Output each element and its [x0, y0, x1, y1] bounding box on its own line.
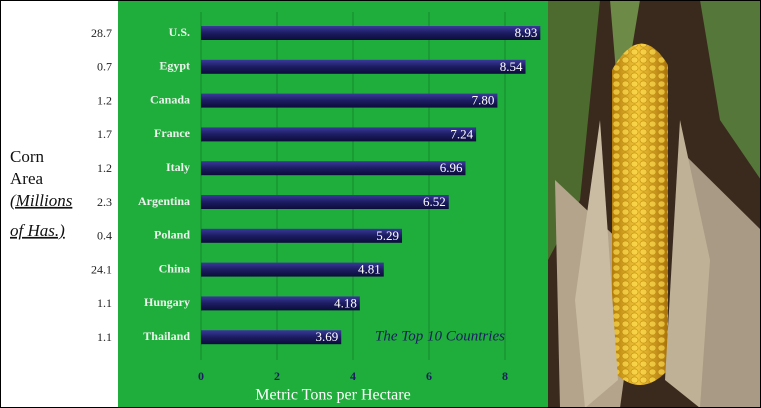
side-value: 1.2 [97, 161, 112, 175]
bar [201, 26, 541, 40]
value-label: 6.96 [440, 160, 463, 175]
bar [201, 93, 498, 108]
x-tick-label: 4 [350, 369, 356, 383]
side-label: (Millions [10, 191, 73, 210]
side-value: 1.1 [97, 330, 112, 344]
category-label: Hungary [144, 295, 190, 309]
side-label: of Has.) [10, 221, 65, 240]
value-label: 7.80 [472, 93, 495, 108]
bar [201, 59, 526, 74]
bar [201, 161, 466, 176]
bar [201, 228, 403, 243]
corn-photo [548, 0, 761, 408]
bar [201, 195, 449, 209]
bar [201, 262, 384, 277]
x-tick-label: 0 [198, 369, 204, 383]
bar [201, 127, 477, 142]
side-value: 0.4 [97, 229, 112, 243]
side-label: Corn [10, 147, 45, 166]
x-axis-title: Metric Tons per Hectare [255, 387, 410, 404]
value-label: 4.81 [358, 262, 381, 277]
x-tick-label: 8 [502, 369, 508, 383]
value-label: 3.69 [315, 329, 338, 344]
side-value: 1.2 [97, 93, 112, 107]
category-label: Argentina [138, 194, 190, 208]
category-label: Poland [154, 228, 190, 242]
side-value: 2.3 [97, 195, 112, 209]
value-label: 6.52 [423, 194, 446, 209]
category-label: Egypt [159, 59, 190, 73]
side-value: 28.7 [91, 26, 112, 40]
category-label: Thailand [143, 329, 190, 343]
category-label: Canada [150, 92, 190, 106]
side-value: 24.1 [91, 262, 112, 276]
side-value: 1.1 [97, 296, 112, 310]
value-label: 4.18 [334, 295, 357, 310]
value-label: 5.29 [376, 228, 399, 243]
side-value: 0.7 [97, 60, 112, 74]
x-tick-label: 2 [274, 369, 280, 383]
value-label: 8.93 [515, 25, 538, 40]
category-label: U.S. [169, 25, 190, 39]
bar [201, 296, 360, 311]
value-label: 7.24 [450, 126, 473, 141]
value-label: 8.54 [500, 59, 523, 74]
bar [201, 330, 342, 345]
side-value: 1.7 [97, 127, 112, 141]
side-label: Area [10, 169, 43, 188]
x-tick-label: 6 [426, 369, 432, 383]
category-label: France [154, 126, 191, 140]
category-label: Italy [166, 160, 190, 174]
category-label: China [159, 261, 190, 275]
annotation: The Top 10 Countries [375, 328, 505, 344]
